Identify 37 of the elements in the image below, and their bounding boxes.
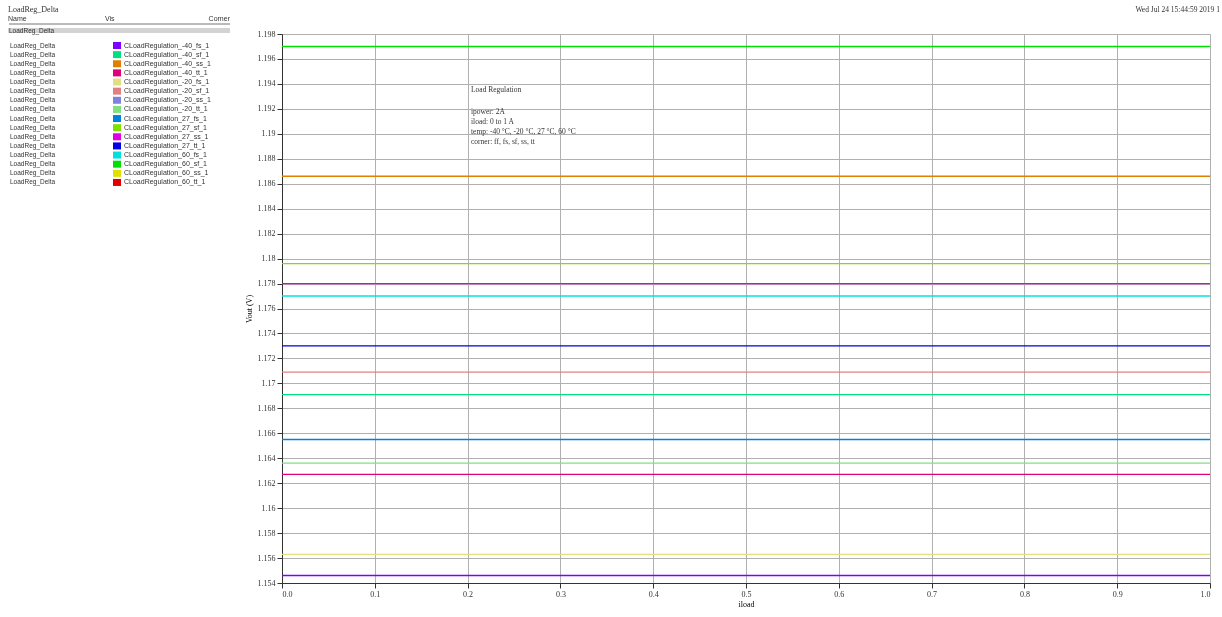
y-tick-label: 1.186 [257, 179, 276, 189]
x-tick-label: 0.7 [927, 589, 938, 599]
y-tick-label: 1.192 [257, 104, 276, 114]
x-tick-label: 0.9 [1112, 589, 1123, 599]
x-tick-label: 0.0 [282, 589, 293, 599]
y-tick-label: 1.164 [257, 453, 276, 463]
y-tick-label: 1.188 [257, 154, 276, 164]
y-tick-label: 1.19 [261, 129, 276, 139]
y-tick-label: 1.16 [261, 503, 276, 513]
y-tick-label: 1.178 [257, 279, 276, 289]
x-axis-title: iload [738, 599, 755, 609]
x-tick-label: 0.2 [463, 589, 474, 599]
y-tick-label: 1.162 [257, 478, 276, 488]
x-tick-label: 1.0 [1200, 589, 1211, 599]
x-tick-label: 0.6 [834, 589, 845, 599]
text: LoadReg_Delta [8, 5, 60, 14]
y-tick-label: 1.158 [257, 528, 276, 538]
x-tick-label: 0.3 [555, 589, 566, 599]
y-tick-label: 1.166 [257, 428, 276, 438]
y-tick-label: 1.194 [257, 79, 276, 89]
y-axis-title: Vout (V) [244, 294, 254, 324]
y-tick-label: 1.196 [257, 54, 276, 64]
y-tick-label: 1.156 [257, 553, 276, 563]
y-tick-label: 1.174 [257, 328, 276, 338]
y-tick-label: 1.168 [257, 403, 276, 413]
x-tick-label: 0.1 [370, 589, 381, 599]
y-tick-label: 1.18 [261, 254, 276, 264]
x-tick-label: 0.5 [741, 589, 752, 599]
y-tick-label: 1.172 [257, 353, 276, 363]
y-tick-label: 1.184 [257, 204, 276, 214]
x-tick-label: 0.4 [648, 589, 659, 599]
y-tick-label: 1.176 [257, 304, 276, 313]
y-tick-label: 1.198 [257, 29, 276, 39]
y-tick-label: 1.154 [257, 578, 276, 588]
y-tick-label: 1.182 [257, 229, 276, 239]
x-tick-label: 0.8 [1019, 589, 1030, 599]
y-tick-label: 1.17 [261, 378, 276, 388]
